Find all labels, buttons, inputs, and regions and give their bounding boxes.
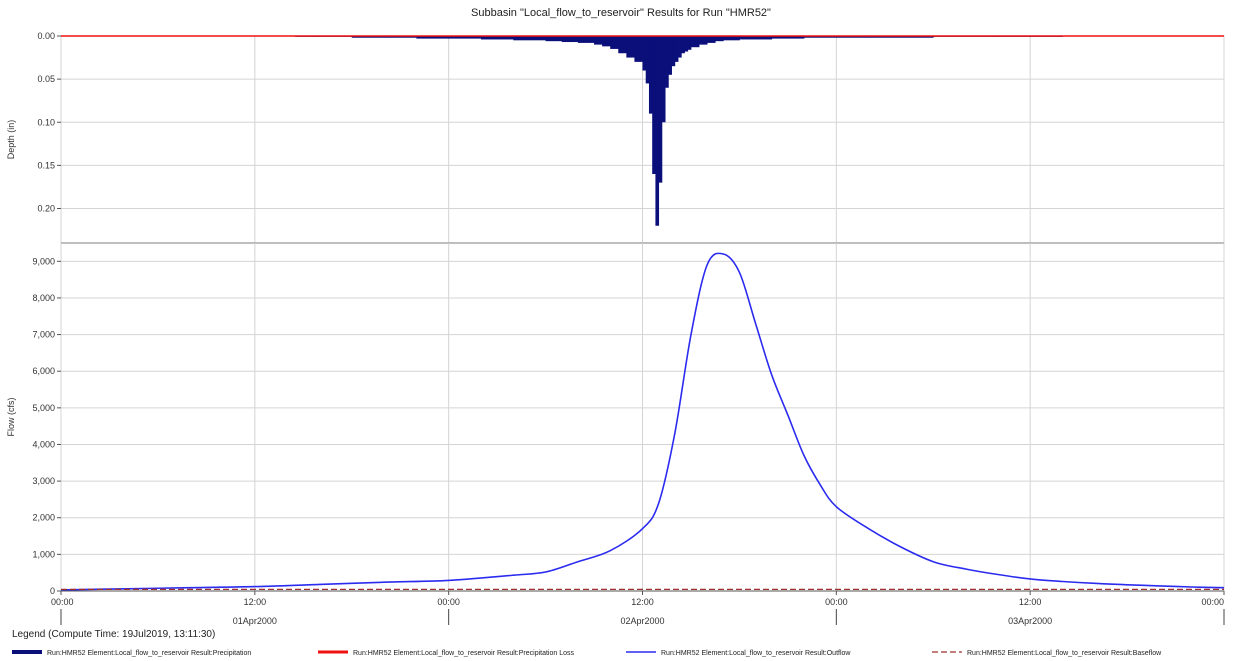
precipitation-bar	[351, 36, 385, 38]
legend-entry: Run:HMR52 Element:Local_flow_to_reservoi…	[661, 650, 851, 657]
time-axis: 00:00 12:00 00:00 12:00 00:00 12:00 00:00 01Apr…	[51, 590, 1225, 626]
precip-ylabel: Depth (in)	[6, 120, 16, 160]
precipitation-bar	[618, 36, 627, 54]
precipitation-bar	[634, 36, 643, 62]
precip-ytick-label: 0.10	[37, 117, 55, 127]
precipitation-bar	[513, 36, 546, 41]
outflow-line	[60, 252, 1225, 591]
precip-ytick-label: 0.20	[37, 204, 55, 214]
precipitation-bar	[668, 36, 672, 75]
precipitation-bar	[771, 36, 805, 39]
x-date-label: 01Apr2000	[233, 616, 277, 626]
x-date-label: 02Apr2000	[620, 616, 664, 626]
precipitation-bar	[648, 36, 653, 114]
legend-entry: Run:HMR52 Element:Local_flow_to_reservoi…	[353, 650, 574, 657]
x-tick-label: 12:00	[244, 597, 267, 607]
precip-ytick-label: 0.15	[37, 160, 55, 170]
flow-ytick-label: 8,000	[32, 293, 55, 303]
flow-ytick-label: 7,000	[32, 330, 55, 340]
precipitation-bar	[804, 36, 870, 38]
precipitation-bar	[645, 36, 650, 84]
flow-ytick-label: 5,000	[32, 403, 55, 413]
precipitation-bar	[690, 36, 700, 48]
flow-ytick-label: 9,000	[32, 256, 55, 266]
precipitation-panel: 0.00 0.05 0.10 0.15 0.20 Depth (in)	[6, 31, 1225, 244]
precipitation-bar	[384, 36, 417, 38]
precipitation-bar	[577, 36, 595, 43]
precip-ytick-label: 0.00	[37, 31, 55, 41]
precipitation-bar	[681, 36, 685, 54]
precipitation-bar	[416, 36, 450, 39]
precipitation-bar	[868, 36, 934, 38]
precipitation-bar	[699, 36, 708, 45]
x-tick-label: 12:00	[631, 597, 654, 607]
precipitation-bar	[715, 36, 724, 42]
precipitation-bar	[610, 36, 619, 49]
precipitation-bar	[739, 36, 773, 40]
precipitation-bar	[661, 36, 666, 123]
precipitation-bar	[665, 36, 669, 88]
flow-panel: 0 1,000 2,000 3,000 4,000 5,000 6,000 7,000 8,00…	[6, 242, 1225, 596]
precipitation-bar	[448, 36, 482, 39]
x-tick-label: 00:00	[825, 597, 848, 607]
flow-ytick-label: 6,000	[32, 366, 55, 376]
legend-title: Legend (Compute Time: 19Jul2019, 13:11:3…	[12, 629, 215, 640]
precipitation-bar	[561, 36, 579, 43]
precipitation-bar	[674, 36, 679, 62]
flow-ylabel: Flow (cfs)	[6, 398, 16, 437]
x-date-label: 03Apr2000	[1008, 616, 1052, 626]
precipitation-bar	[626, 36, 635, 58]
precipitation-bar	[642, 36, 647, 71]
precipitation-bar	[602, 36, 611, 47]
precipitation-bar	[707, 36, 716, 43]
flow-ytick-label: 4,000	[32, 439, 55, 449]
legend: Run:HMR52 Element:Local_flow_to_reservoi…	[12, 650, 1162, 657]
legend-entry: Run:HMR52 Element:Local_flow_to_reservoi…	[47, 650, 251, 657]
x-tick-label: 00:00	[437, 597, 460, 607]
flow-ytick-label: 2,000	[32, 513, 55, 523]
precipitation-bar	[687, 36, 692, 50]
x-tick-label: 00:00	[1201, 597, 1224, 607]
precipitation-bar	[671, 36, 676, 67]
precipitation-bar	[594, 36, 603, 45]
precipitation-bar	[684, 36, 689, 52]
flow-ytick-label: 1,000	[32, 549, 55, 559]
x-tick-label: 12:00	[1019, 597, 1042, 607]
precipitation-bar	[678, 36, 682, 58]
precipitation-bar	[723, 36, 740, 41]
x-tick-label: 00:00	[51, 597, 74, 607]
flow-ytick-label: 3,000	[32, 476, 55, 486]
precipitation-bar	[480, 36, 514, 40]
legend-entry: Run:HMR52 Element:Local_flow_to_reservoi…	[967, 650, 1162, 657]
precipitation-bar	[658, 36, 663, 183]
precipitation-bar	[652, 36, 656, 174]
flow-ytick-label: 0	[50, 586, 55, 596]
precipitation-bar	[655, 36, 660, 226]
chart-title: Subbasin "Local_flow_to_reservoir" Resul…	[471, 7, 771, 19]
precip-ytick-label: 0.05	[37, 74, 55, 84]
precipitation-bar	[545, 36, 563, 42]
